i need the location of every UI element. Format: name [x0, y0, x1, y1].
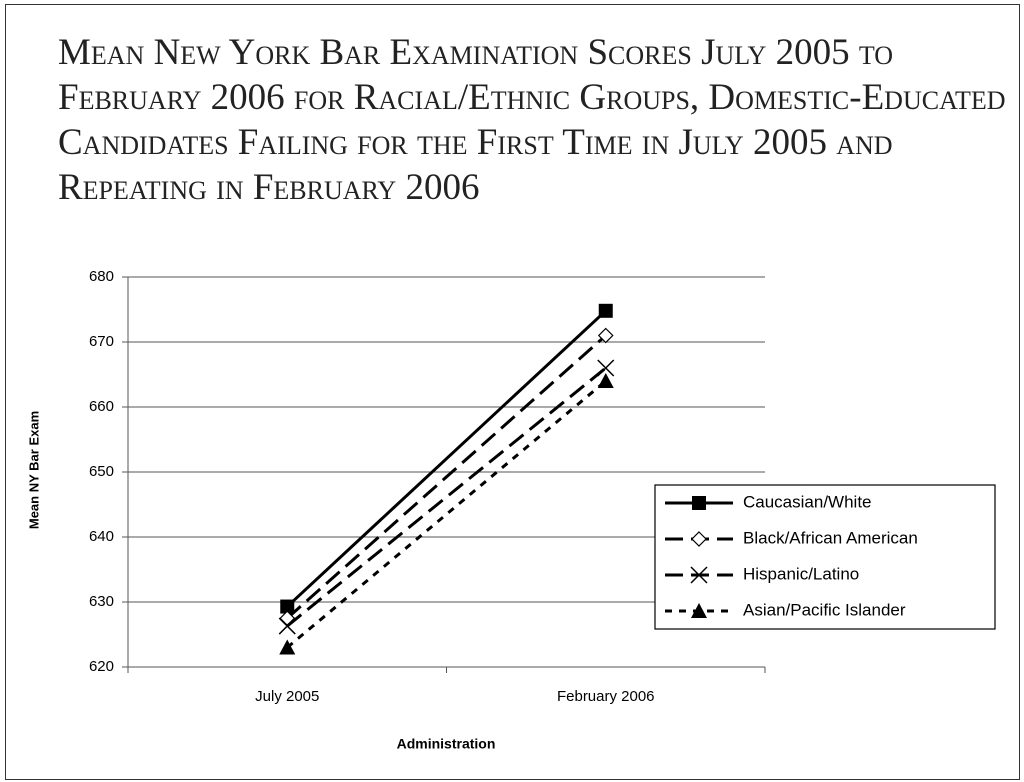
legend-label: Caucasian/White: [743, 492, 872, 511]
series-line: [286, 309, 607, 608]
data-point: [279, 639, 296, 655]
y-tick-label: 620: [89, 658, 114, 675]
y-tick-label: 680: [89, 268, 114, 285]
y-tick-label: 640: [89, 528, 114, 545]
legend-label: Black/African American: [743, 528, 918, 547]
legend-marker: [691, 531, 707, 547]
y-tick-label: 650: [89, 463, 114, 480]
x-tick-label: February 2006: [557, 688, 655, 705]
series-line: [286, 379, 607, 649]
y-tick-label: 630: [89, 593, 114, 610]
legend-marker: [690, 566, 708, 584]
data-point: [597, 327, 614, 344]
legend-marker: [692, 496, 706, 510]
chart-title: Mean New York Bar Examination Scores Jul…: [58, 32, 1006, 208]
legend-label: Hispanic/Latino: [743, 564, 859, 583]
y-tick-label: 660: [89, 398, 114, 415]
series-line: [286, 366, 607, 628]
y-tick-label: 670: [89, 333, 114, 350]
x-axis-label: Administration: [397, 736, 496, 752]
data-point: [280, 599, 295, 614]
data-point: [597, 359, 615, 377]
legend-marker: [691, 603, 707, 618]
legend-label: Asian/Pacific Islander: [743, 600, 906, 619]
legend-box: [654, 484, 996, 630]
data-point: [598, 303, 613, 318]
y-axis-label: Mean NY Bar Exam: [26, 411, 41, 529]
series-line: [286, 334, 607, 620]
data-point: [278, 617, 296, 635]
data-point: [597, 373, 614, 388]
frame: [5, 4, 1020, 780]
x-tick-label: July 2005: [255, 688, 319, 705]
